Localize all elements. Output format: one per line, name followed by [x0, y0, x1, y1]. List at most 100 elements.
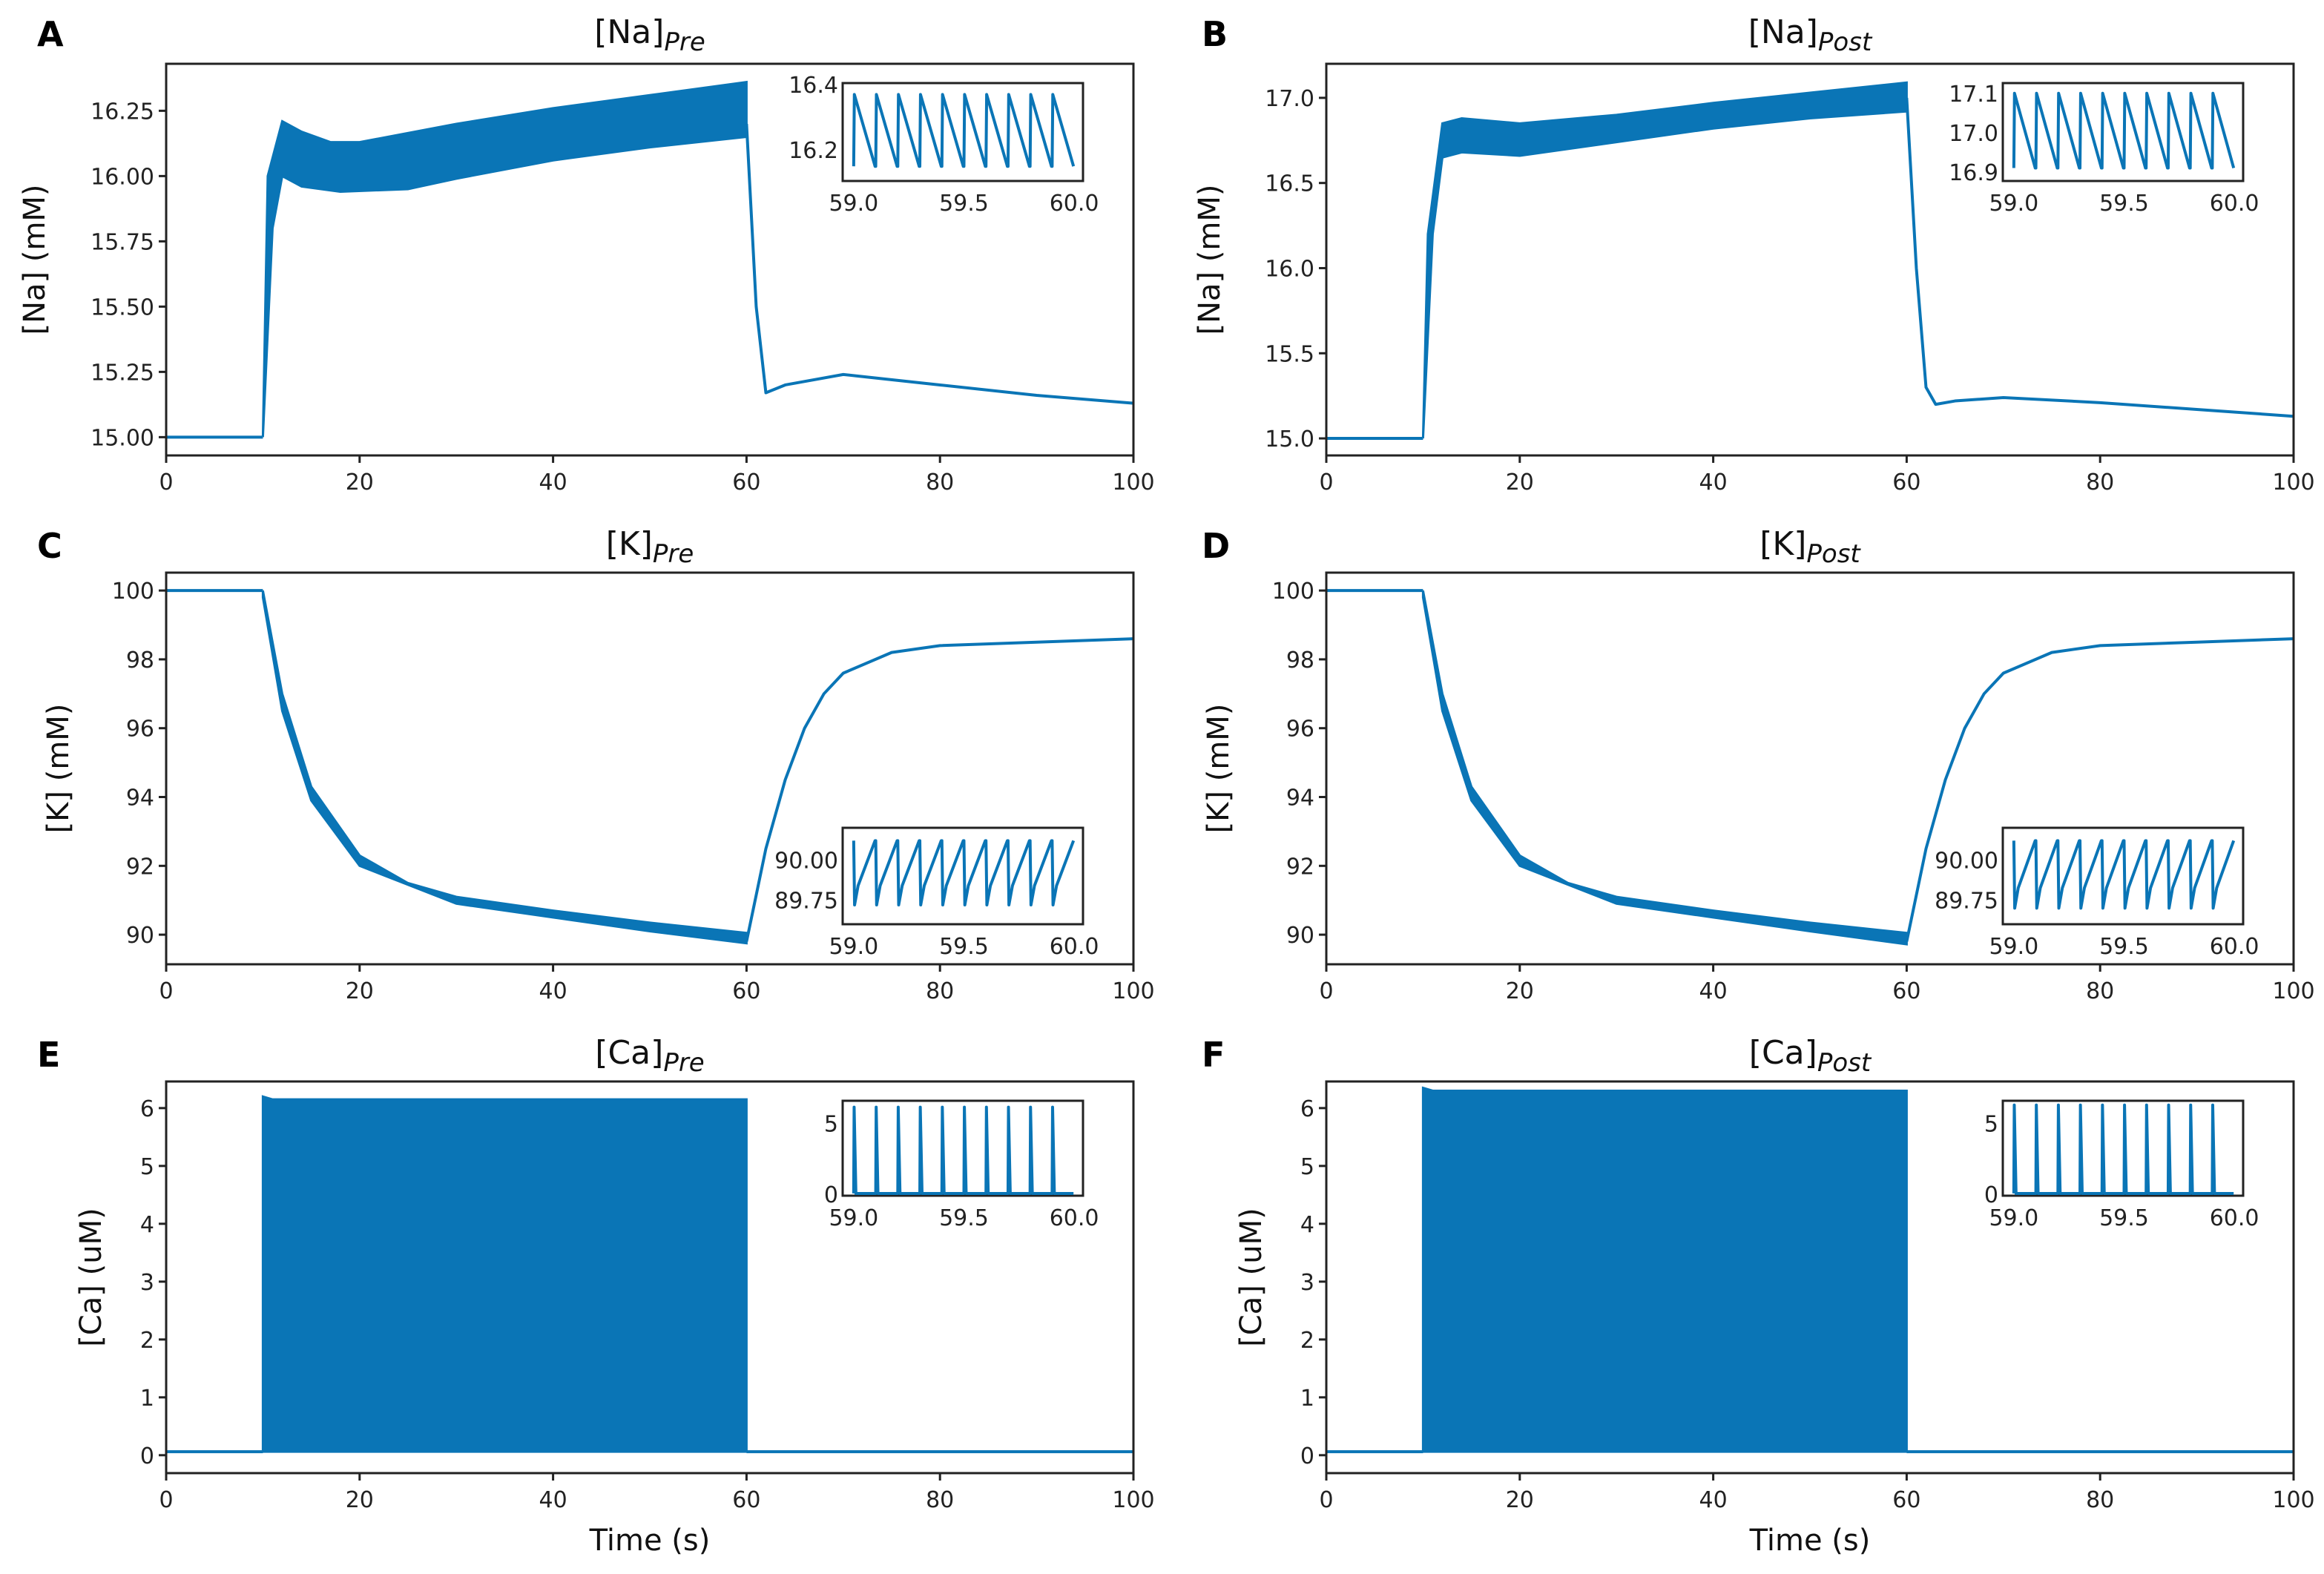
y-tick-label: 0 [140, 1443, 154, 1469]
x-tick-label: 20 [346, 978, 374, 1004]
inset-x-tick-label: 59.5 [2099, 1205, 2149, 1231]
y-tick-label: 2 [140, 1328, 154, 1354]
inset: 59.0 59.5 60.0 0 5 [1984, 1099, 2259, 1231]
inset-x-tick-label: 60.0 [1050, 1205, 1099, 1231]
panel-title: [Na]Post [1748, 13, 1873, 57]
x-tick-label: 60 [1892, 1487, 1920, 1513]
inset-x-tick-label: 59.0 [1989, 191, 2038, 217]
panel-title: [Ca]Pre [595, 1034, 704, 1078]
inset-y-tick-label: 17.0 [1949, 121, 1998, 147]
inset-x-tick-label: 59.0 [1989, 934, 2038, 960]
inset-x-tick-label: 59.5 [2099, 934, 2149, 960]
panel-b: B [Na]Post 0 20 40 60 80 100 15.0 15.5 16.0 16.5 17.… [1193, 13, 2315, 495]
inset-x-tick-label: 59.5 [939, 191, 989, 217]
panel-title: [K]Post [1760, 525, 1861, 569]
panel-f: F [Ca]Post 0 20 40 60 80 100 0 1 2 3 4 5 6 [Ca] (uM) Tim… [1202, 1034, 2315, 1558]
y-tick-label: 3 [1300, 1270, 1314, 1296]
inset-y-tick-label: 16.4 [789, 73, 838, 99]
y-tick-label: 15.25 [90, 360, 154, 386]
title-main: [K] [1760, 525, 1806, 563]
y-tick-label: 98 [1286, 648, 1314, 674]
inset-trace [2012, 91, 2236, 170]
panel-title: [Na]Pre [594, 13, 705, 57]
x-tick-label: 0 [1319, 470, 1333, 495]
x-tick-label: 40 [1699, 470, 1728, 495]
inset-y-tick-label: 17.1 [1949, 82, 1998, 108]
x-tick-label: 0 [159, 978, 173, 1004]
y-tick-label: 15.75 [90, 229, 154, 255]
recovery-line [1905, 97, 2294, 418]
y-tick-label: 15.50 [90, 294, 154, 320]
axes-frame [165, 571, 1135, 966]
y-tick-label: 6 [1300, 1096, 1314, 1122]
panel-c: C [K]Pre 0 20 40 60 80 100 90 92 94 96 98 100 [K] (mM)… [37, 525, 1155, 1004]
oscillation-band [261, 1095, 748, 1453]
x-tick-label: 40 [1699, 978, 1728, 1004]
inset-x-tick-label: 59.0 [829, 934, 878, 960]
x-tick-label: 40 [539, 470, 567, 495]
axes-frame [1325, 1080, 2295, 1475]
y-tick-label: 100 [1272, 579, 1314, 605]
y-tick-label: 92 [126, 854, 154, 880]
axes-frame [1325, 62, 2295, 457]
x-axis-label: Time (s) [589, 1524, 711, 1558]
oscillation-band [1421, 1086, 1908, 1453]
x-tick-label: 20 [346, 470, 374, 495]
y-tick-label: 90 [1286, 923, 1314, 949]
y-axis-label: [Na] (mM) [18, 184, 52, 335]
panel-letter: E [37, 1035, 60, 1075]
y-tick-label: 16.0 [1265, 256, 1314, 282]
inset-trace [2012, 1103, 2234, 1195]
axes-frame [165, 62, 1135, 457]
title-main: [Na] [1748, 13, 1818, 51]
x-tick-label: 20 [346, 1487, 374, 1513]
inset-x-tick-label: 59.0 [829, 191, 878, 217]
x-tick-label: 0 [1319, 1487, 1333, 1513]
title-main: [Na] [594, 13, 664, 51]
inset-y-tick-label: 90.00 [1935, 848, 1998, 874]
y-tick-label: 16.25 [90, 99, 154, 125]
panel-letter: D [1202, 526, 1230, 566]
inset-y-tick-label: 5 [1984, 1112, 1998, 1138]
title-subscript: Post [1818, 27, 1873, 57]
y-tick-label: 90 [126, 923, 154, 949]
inset-y-tick-label: 5 [824, 1112, 838, 1138]
x-tick-label: 100 [1112, 470, 1154, 495]
y-tick-label: 0 [1300, 1443, 1314, 1469]
x-axis-label: Time (s) [1749, 1524, 1871, 1558]
x-tick-label: 100 [1112, 1487, 1154, 1513]
title-subscript: Pre [664, 27, 705, 57]
x-tick-label: 80 [2086, 978, 2114, 1004]
oscillation-band [1421, 81, 1908, 439]
inset-y-tick-label: 16.9 [1949, 160, 1998, 186]
panel-letter: A [37, 14, 64, 54]
oscillation-band [1421, 590, 1908, 946]
inset-trace [852, 1105, 1074, 1195]
y-tick-label: 96 [1286, 717, 1314, 742]
inset-y-tick-label: 89.75 [1935, 889, 1998, 915]
axes-frame [1325, 571, 2295, 966]
y-axis-label: [Ca] (uM) [1234, 1208, 1268, 1346]
y-tick-label: 6 [140, 1096, 154, 1122]
x-tick-label: 40 [1699, 1487, 1728, 1513]
inset: 59.0 59.5 60.0 16.9 17.0 17.1 [1949, 82, 2259, 217]
panel-a: A [Na]Pre 0 20 40 60 80 100 15.00 15.25 15.50 15.75… [18, 13, 1155, 495]
title-subscript: Post [1817, 1048, 1872, 1078]
title-subscript: Post [1806, 539, 1861, 569]
x-tick-label: 0 [159, 1487, 173, 1513]
title-subscript: Pre [663, 1048, 704, 1078]
inset-x-tick-label: 60.0 [2210, 1205, 2259, 1231]
inset-x-tick-label: 60.0 [1050, 934, 1099, 960]
panel-title: [Ca]Post [1749, 1034, 1872, 1078]
oscillation-band [261, 590, 748, 945]
x-tick-label: 20 [1506, 978, 1534, 1004]
inset: 59.0 59.5 60.0 89.75 90.00 [774, 826, 1099, 960]
x-tick-label: 60 [732, 470, 760, 495]
y-tick-label: 16.5 [1265, 171, 1314, 197]
recovery-line [745, 637, 1134, 942]
x-tick-label: 80 [926, 978, 954, 1004]
y-tick-label: 5 [1300, 1154, 1314, 1180]
x-tick-label: 60 [732, 978, 760, 1004]
x-tick-label: 60 [732, 1487, 760, 1513]
